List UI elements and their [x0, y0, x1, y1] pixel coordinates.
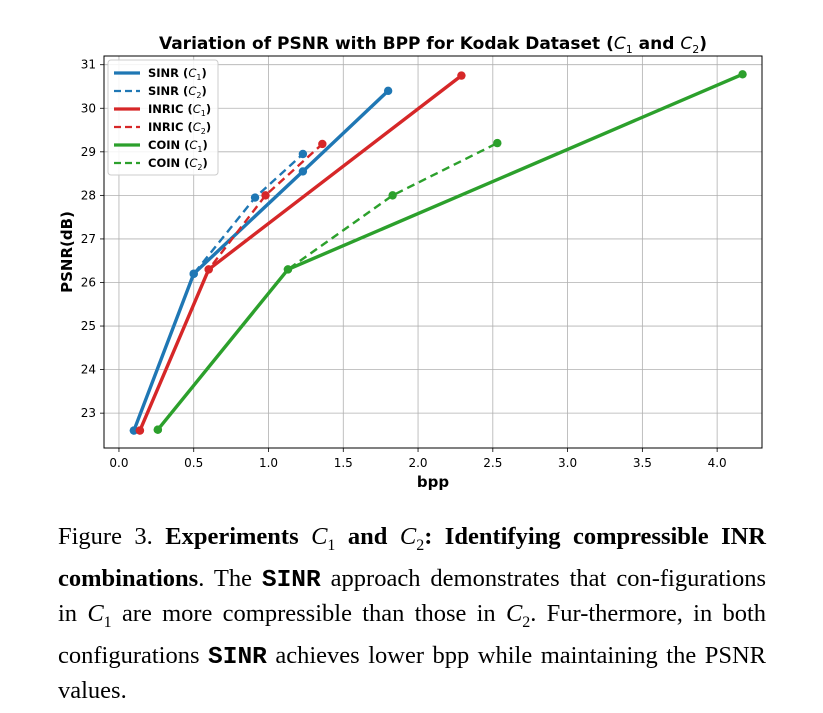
series-line — [156, 142, 498, 431]
series-coin-c1 — [153, 70, 747, 434]
data-point — [388, 191, 397, 200]
series-coin-c2 — [153, 138, 502, 434]
x-tick-label: 1.0 — [259, 456, 278, 470]
caption-text-d: . Fur-thermore, in both configurations — [58, 599, 767, 669]
data-point — [135, 426, 145, 435]
data-point — [318, 139, 327, 149]
y-tick-label: 31 — [81, 58, 96, 72]
series-inric-c2 — [135, 139, 327, 435]
caption-c1: C1 — [311, 523, 336, 554]
axis-ticks: 0.0 0.5 1.0 1.5 2.0 2.5 3.0 3.5 4.0 23 24 25 26 27 28 2… — [81, 58, 727, 470]
plot-frame — [103, 55, 763, 449]
y-tick-label: 28 — [81, 188, 96, 202]
x-axis-label: bpp — [417, 473, 449, 491]
legend-label: INRIC (C1) — [148, 102, 211, 118]
series-line — [156, 72, 744, 431]
x-tick-label: 2.5 — [483, 456, 502, 470]
figure-caption: Figure 3. Experiments C1 and C2: Identif… — [58, 520, 766, 707]
series-sinr-c2 — [129, 149, 308, 435]
data-point — [261, 191, 270, 200]
data-point — [457, 71, 466, 80]
caption-text-c: are more compressible than those in — [121, 599, 496, 627]
caption-c2-b: C2 — [505, 599, 531, 631]
legend-label: SINR (C2) — [148, 84, 207, 100]
y-tick-label: 24 — [81, 363, 96, 377]
x-tick-label: 4.0 — [708, 456, 727, 470]
x-tick-label: 1.5 — [334, 456, 353, 470]
x-tick-label: 2.0 — [408, 456, 427, 470]
caption-bold-b: : Identifying compressible INR combinati… — [58, 523, 766, 592]
data-point — [250, 193, 260, 202]
data-point — [493, 138, 502, 148]
caption-sinr-1: SINR — [261, 566, 321, 594]
x-tick-label: 3.0 — [558, 456, 577, 470]
legend: SINR (C1) SINR (C2) INRIC (C1) INRIC (C2) CO… — [107, 59, 219, 176]
y-tick-label: 30 — [81, 101, 96, 115]
caption-text-a: . The — [198, 564, 252, 592]
chart-title: Variation of PSNR with BPP for Kodak Dat… — [159, 34, 707, 56]
caption-and: and — [347, 523, 388, 550]
series-line — [138, 143, 324, 432]
series-layer — [129, 70, 747, 435]
data-point — [738, 70, 747, 79]
caption-text-b: approach demonstrates that con-figuratio… — [58, 564, 766, 627]
legend-label: SINR (C1) — [148, 66, 207, 82]
data-point — [283, 265, 293, 274]
chart-container: Variation of PSNR with BPP for Kodak Dat… — [58, 34, 763, 491]
caption-sinr-2: SINR — [208, 643, 267, 671]
data-point — [189, 269, 198, 278]
caption-bold-a: Experiments — [165, 523, 299, 550]
y-tick-label: 27 — [81, 232, 96, 246]
caption-c1-b: C1 — [87, 599, 112, 631]
data-point — [298, 167, 308, 176]
caption-c2: C2 — [399, 523, 425, 554]
y-axis-label: PSNR(dB) — [58, 211, 76, 293]
x-tick-label: 0.0 — [109, 456, 128, 470]
data-point — [129, 426, 139, 435]
x-tick-label: 0.5 — [184, 456, 203, 470]
legend-label: INRIC (C2) — [148, 120, 211, 136]
y-tick-label: 25 — [81, 319, 96, 333]
legend-label: COIN (C1) — [148, 138, 208, 154]
data-point — [153, 425, 163, 434]
y-tick-label: 29 — [81, 145, 96, 159]
y-tick-label: 26 — [81, 275, 96, 289]
psnr-bpp-line-chart: Variation of PSNR with BPP for Kodak Dat… — [58, 34, 763, 491]
caption-text-e: achieves lower bpp while maintaining the… — [58, 641, 766, 704]
y-tick-label: 23 — [81, 406, 96, 420]
data-point — [383, 86, 393, 96]
data-point — [298, 149, 308, 159]
x-tick-label: 3.5 — [633, 456, 652, 470]
figure-label: Figure 3. — [58, 523, 153, 550]
series-line — [132, 153, 304, 432]
legend-label: COIN (C2) — [148, 156, 208, 172]
data-point — [204, 265, 213, 274]
grid — [104, 56, 762, 448]
